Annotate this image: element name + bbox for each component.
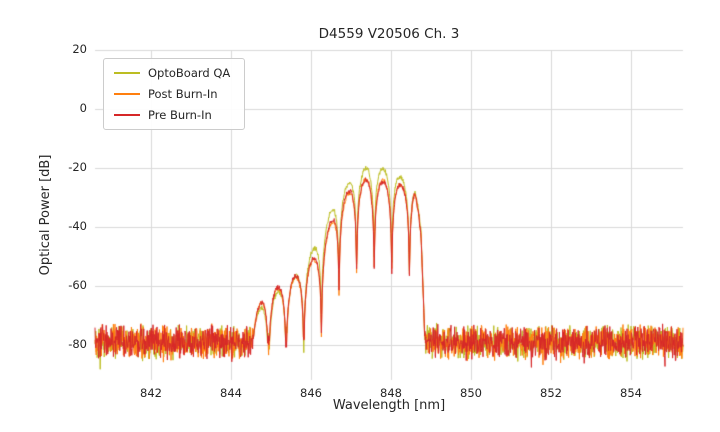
legend-line-swatch (114, 72, 140, 74)
x-tick-label: 852 (540, 386, 562, 400)
legend: OptoBoard QA Post Burn-In Pre Burn-In (103, 58, 246, 130)
legend-label: Pre Burn-In (148, 108, 212, 122)
y-tick-label: -20 (68, 159, 87, 174)
chart-title: D4559 V20506 Ch. 3 (318, 26, 460, 42)
y-tick-label: 0 (79, 100, 87, 115)
y-tick-label: 20 (72, 42, 87, 56)
y-tick-label: -80 (68, 336, 87, 351)
x-tick-label: 850 (460, 386, 482, 400)
x-tick-label: 842 (140, 386, 162, 400)
legend-label: Post Burn-In (148, 87, 218, 101)
legend-item: OptoBoard QA (114, 67, 230, 79)
x-axis-label: Wavelength [nm] (332, 398, 446, 413)
x-tick-label: 854 (620, 386, 642, 400)
legend-line-swatch (114, 114, 140, 116)
legend-label: OptoBoard QA (148, 66, 231, 80)
y-axis-label: Optical Power [dB] (38, 154, 53, 276)
legend-item: Pre Burn-In (114, 109, 230, 121)
x-tick-label: 844 (220, 386, 242, 400)
y-tick-label: -40 (68, 218, 87, 233)
x-tick-label: 848 (380, 386, 402, 400)
y-tick-label: -60 (68, 277, 87, 292)
x-tick-label: 846 (300, 386, 322, 400)
legend-item: Post Burn-In (114, 88, 230, 100)
legend-line-swatch (114, 93, 140, 95)
